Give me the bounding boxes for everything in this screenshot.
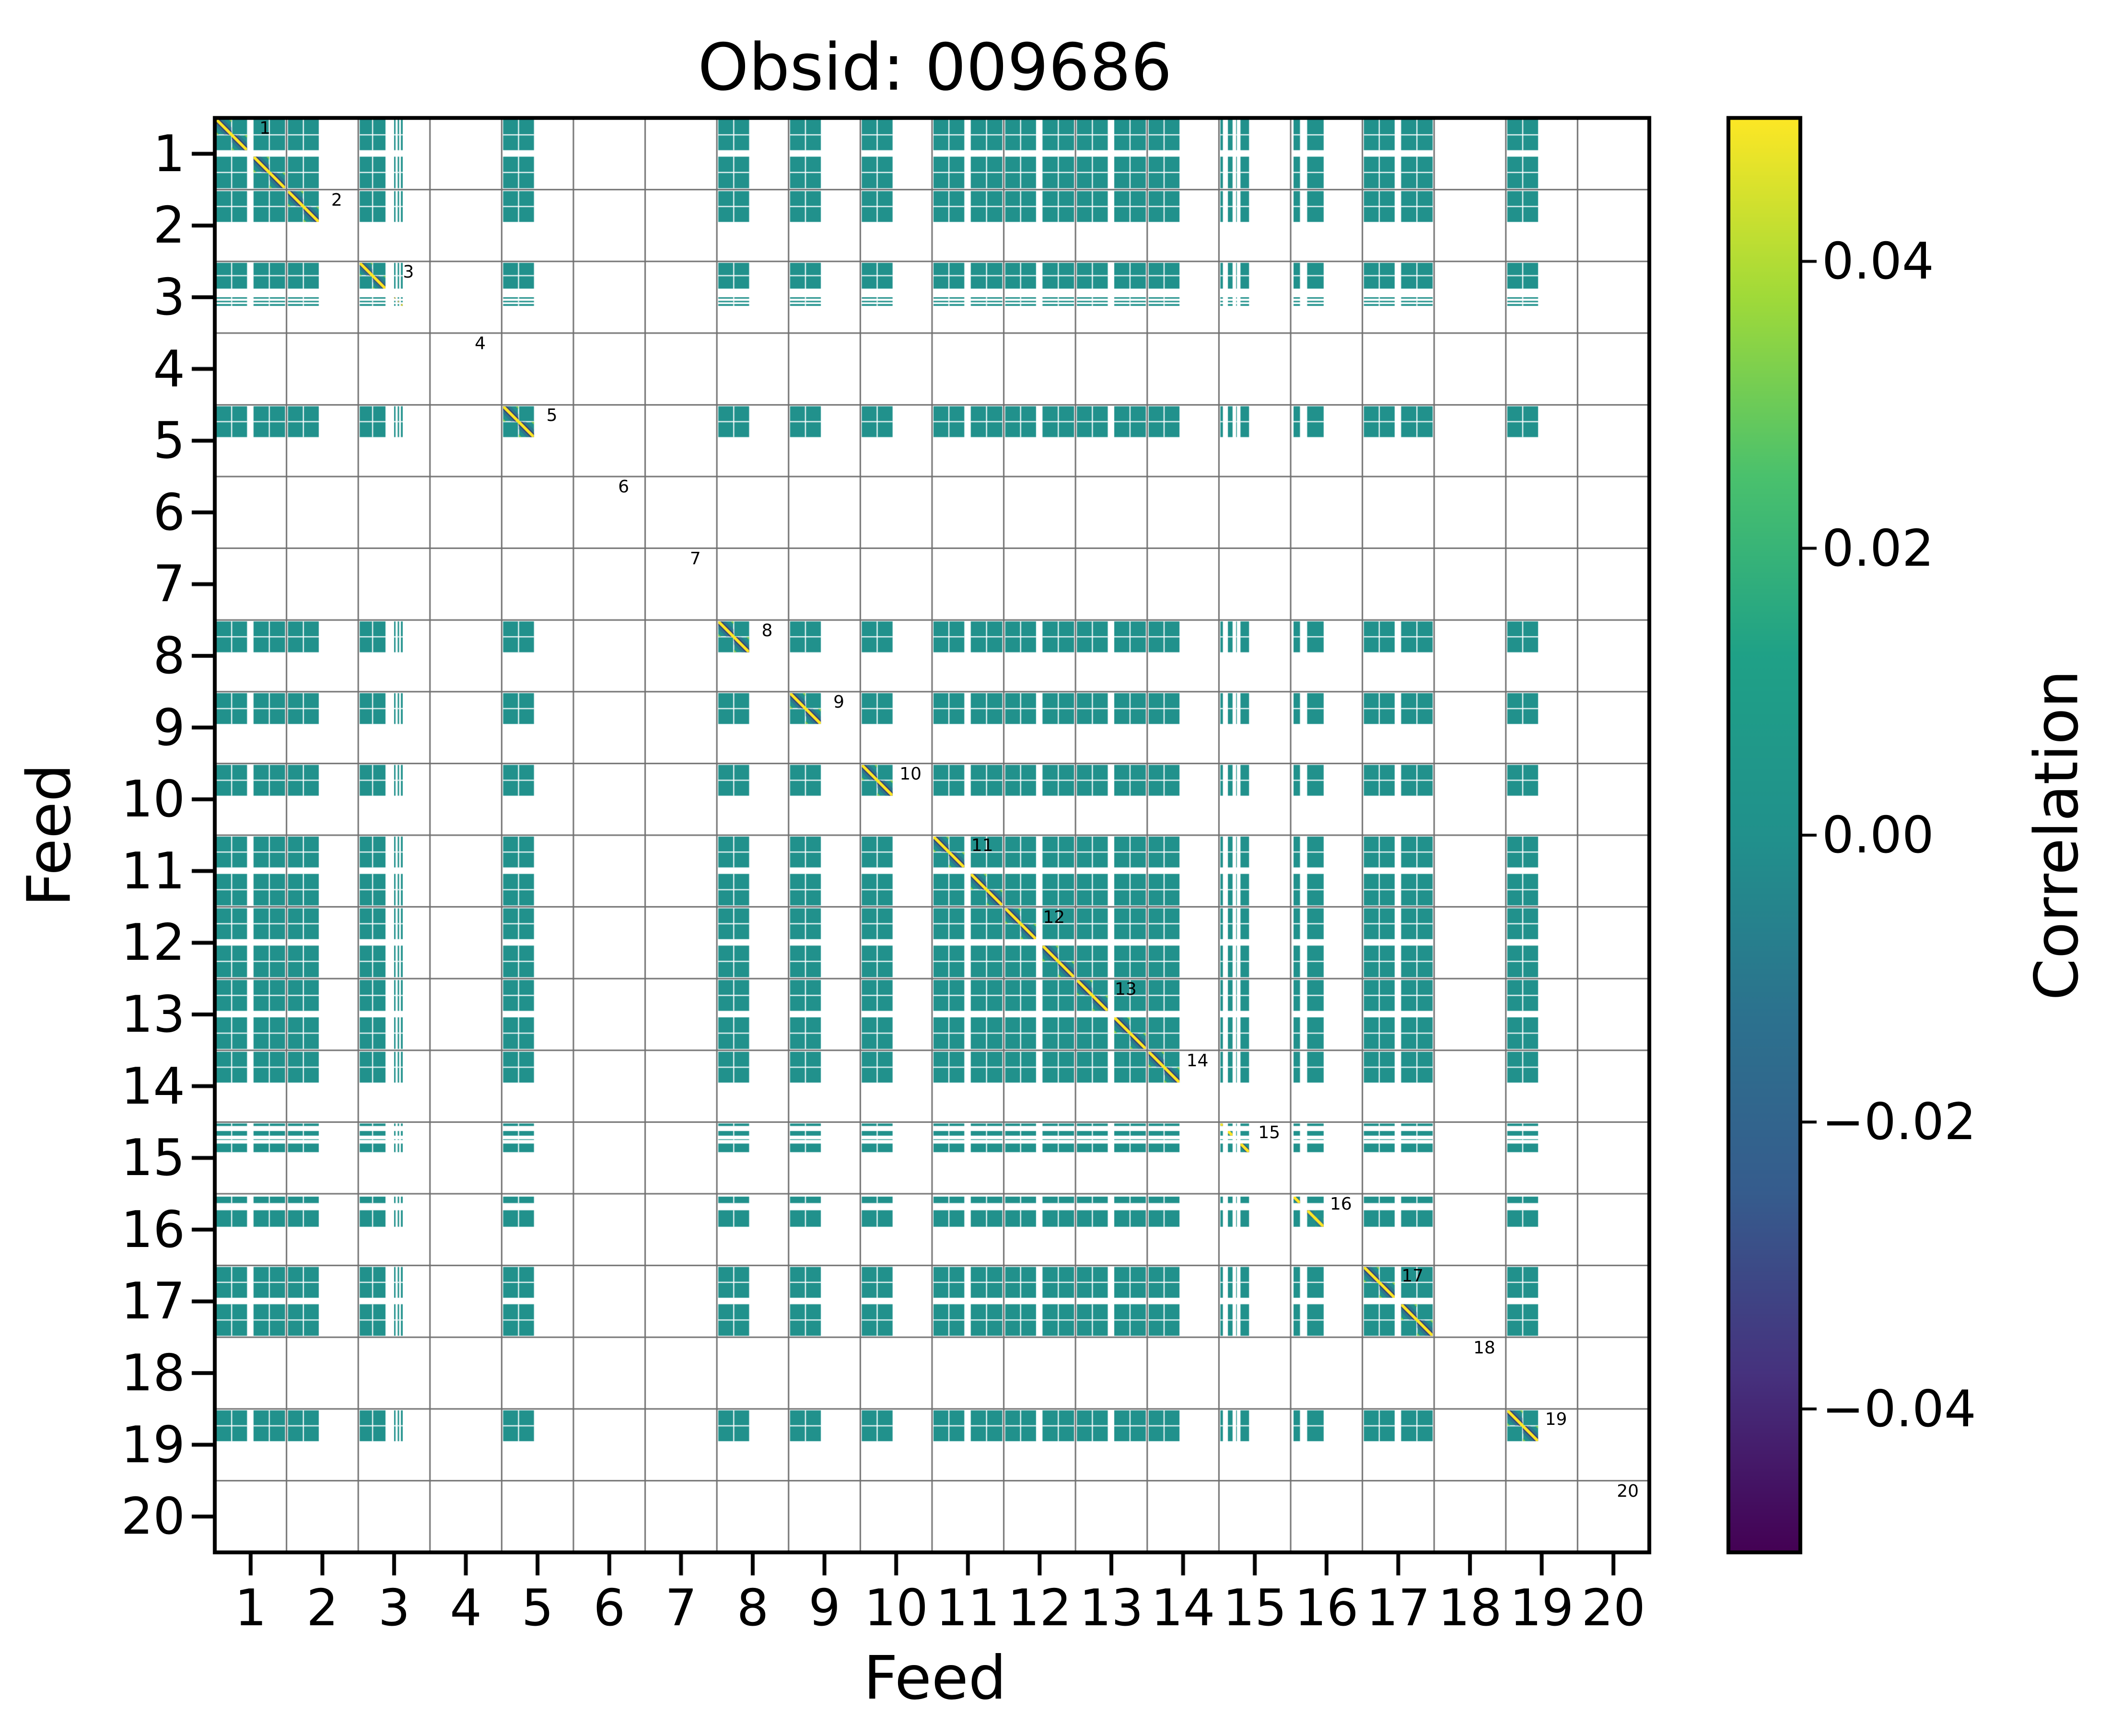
diag-feed-label: 20 (1617, 1481, 1639, 1501)
diag-feed-label: 15 (1258, 1122, 1281, 1142)
colorbar-label: Correlation (2022, 670, 2092, 1001)
x-tick-label: 18 (1438, 1579, 1502, 1637)
x-tick-label: 2 (306, 1579, 338, 1637)
y-tick-label: 3 (153, 268, 185, 326)
y-tick-label: 15 (121, 1129, 185, 1188)
diag-feed-label: 14 (1186, 1051, 1209, 1071)
diag-feed-label: 13 (1115, 979, 1137, 999)
diag-feed-label: 17 (1401, 1266, 1424, 1286)
y-tick-label: 20 (121, 1487, 185, 1546)
diag-feed-label: 19 (1545, 1410, 1567, 1430)
x-tick-label: 10 (864, 1579, 928, 1637)
diag-feed-label: 6 (618, 477, 630, 497)
y-tick-label: 16 (121, 1200, 185, 1259)
y-tick-label: 10 (121, 770, 185, 829)
y-tick-label: 8 (153, 627, 185, 685)
x-tick-label: 1 (234, 1579, 267, 1637)
colorbar-tick-label: −0.04 (1822, 1379, 1976, 1438)
diag-feed-label: 11 (971, 836, 993, 856)
x-tick-label: 3 (378, 1579, 410, 1637)
y-tick-label: 2 (153, 196, 185, 255)
x-tick-label: 17 (1366, 1579, 1431, 1637)
y-tick-label: 7 (153, 555, 185, 614)
x-tick-label: 14 (1151, 1579, 1215, 1637)
x-tick-label: 4 (450, 1579, 482, 1637)
x-tick-label: 12 (1007, 1579, 1072, 1637)
colorbar-tick-label: 0.04 (1822, 232, 1934, 291)
diag-feed-label: 7 (689, 549, 701, 569)
diag-feed-label: 10 (899, 764, 922, 784)
y-tick-label: 4 (153, 339, 185, 398)
y-tick-label: 1 (153, 124, 185, 183)
diag-feed-label: 16 (1330, 1194, 1352, 1214)
diag-feed-label: 3 (403, 262, 414, 282)
y-tick-label: 13 (121, 985, 185, 1044)
x-tick-label: 6 (593, 1579, 626, 1637)
diag-feed-label: 18 (1473, 1338, 1495, 1358)
x-tick-label: 8 (736, 1579, 769, 1637)
x-axis-label: Feed (863, 1643, 1007, 1713)
x-tick-label: 20 (1581, 1579, 1645, 1637)
diag-feed-label: 12 (1043, 908, 1065, 928)
diag-feed-label: 5 (546, 405, 558, 425)
x-tick-label: 9 (808, 1579, 840, 1637)
diag-feed-label: 4 (475, 334, 486, 354)
diag-feed-label: 2 (331, 190, 342, 210)
colorbar-tick-label: −0.02 (1822, 1093, 1976, 1152)
y-tick-label: 19 (121, 1415, 185, 1474)
x-tick-label: 15 (1223, 1579, 1287, 1637)
y-tick-label: 12 (121, 913, 185, 972)
y-tick-label: 17 (121, 1272, 185, 1331)
x-tick-label: 5 (521, 1579, 554, 1637)
y-tick-label: 11 (121, 841, 185, 900)
diag-feed-label: 8 (761, 620, 773, 641)
x-tick-label: 13 (1079, 1579, 1143, 1637)
plot-title: Obsid: 009686 (698, 30, 1172, 105)
diag-feed-label: 1 (259, 118, 271, 139)
x-tick-label: 19 (1509, 1579, 1574, 1637)
x-tick-label: 7 (665, 1579, 697, 1637)
colorbar-tick-label: 0.00 (1822, 806, 1934, 864)
y-tick-label: 5 (153, 411, 185, 470)
y-tick-label: 18 (121, 1344, 185, 1402)
x-tick-label: 16 (1294, 1579, 1359, 1637)
y-tick-label: 6 (153, 483, 185, 542)
x-tick-label: 11 (935, 1579, 1000, 1637)
y-tick-label: 9 (153, 698, 185, 757)
y-tick-label: 14 (121, 1057, 185, 1116)
colorbar-tick-label: 0.02 (1822, 519, 1934, 578)
diag-feed-label: 9 (833, 692, 844, 712)
